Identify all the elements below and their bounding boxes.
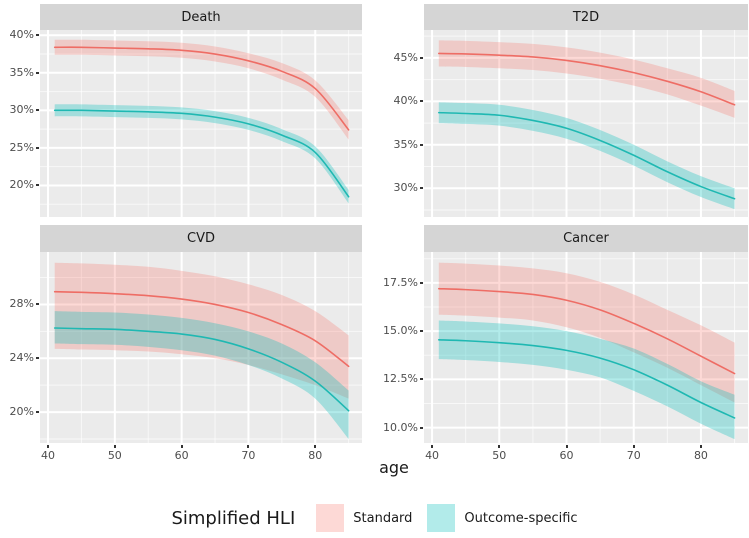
y-tick-label: 35%: [9, 65, 34, 79]
x-tick-label: 70: [241, 449, 256, 462]
x-tick-mark: [47, 445, 50, 448]
y-tick-mark: [420, 330, 423, 333]
facet-strip-cvd: CVD: [40, 225, 362, 252]
x-tick-label: 50: [107, 449, 122, 462]
y-tick-label: 35%: [393, 137, 418, 151]
x-tick-mark: [431, 445, 434, 448]
y-tick-mark: [36, 71, 39, 74]
y-tick-label: 30%: [9, 103, 34, 117]
facet-panel-cvd: [40, 252, 362, 443]
x-tick-mark: [113, 445, 116, 448]
legend-label-outcome-specific: Outcome-specific: [464, 510, 578, 526]
facet-strip-t2d: T2D: [424, 4, 748, 30]
x-tick-label: 60: [559, 449, 574, 462]
facet-title-t2d: T2D: [572, 9, 600, 25]
x-tick-mark: [699, 445, 702, 448]
x-tick-label: 40: [425, 449, 440, 462]
facet-panel-death: [40, 30, 362, 217]
facet-title-cancer: Cancer: [563, 231, 609, 246]
x-tick-mark: [498, 445, 501, 448]
y-tick-label: 40%: [9, 28, 34, 42]
y-tick-mark: [36, 34, 39, 37]
plot-area: [424, 252, 748, 443]
x-tick-mark: [632, 445, 635, 448]
facet-panel-t2d: [424, 30, 748, 217]
facet-strip-death: Death: [40, 4, 362, 30]
y-tick-mark: [36, 357, 39, 360]
x-tick-label: 60: [174, 449, 189, 462]
y-tick-mark: [420, 100, 423, 103]
y-tick-mark: [36, 411, 39, 414]
legend-title: Simplified HLI: [171, 507, 296, 529]
x-tick-label: 80: [308, 449, 323, 462]
y-tick-label: 20%: [9, 178, 34, 192]
legend-swatch-standard: [316, 504, 345, 532]
x-tick-mark: [180, 445, 183, 448]
y-tick-label: 45%: [393, 50, 418, 64]
y-tick-mark: [420, 426, 423, 429]
y-tick-mark: [420, 56, 423, 59]
y-tick-mark: [36, 146, 39, 149]
x-tick-label: 40: [41, 449, 56, 462]
y-tick-label: 17.5%: [383, 275, 418, 289]
y-tick-mark: [420, 143, 423, 146]
y-tick-label: 12.5%: [383, 372, 418, 386]
plot-area: [40, 30, 362, 217]
y-tick-mark: [420, 378, 423, 381]
y-tick-label: 15.0%: [383, 324, 418, 338]
x-axis-title: age: [379, 458, 409, 477]
y-tick-mark: [36, 184, 39, 187]
facet-title-death: Death: [181, 9, 221, 25]
x-tick-mark: [565, 445, 568, 448]
facet-strip-cancer: Cancer: [424, 225, 748, 252]
legend: Simplified HLI Standard Outcome-specific: [0, 499, 749, 537]
facet-title-cvd: CVD: [187, 231, 215, 246]
y-tick-label: 30%: [393, 181, 418, 195]
y-tick-label: 28%: [9, 297, 34, 311]
legend-entry-standard: Standard: [316, 504, 412, 532]
y-tick-label: 25%: [9, 140, 34, 154]
legend-swatch-outcome-specific: [427, 504, 456, 532]
x-tick-label: 50: [492, 449, 507, 462]
y-tick-mark: [36, 109, 39, 112]
y-tick-label: 20%: [9, 405, 34, 419]
y-tick-mark: [420, 281, 423, 284]
x-tick-mark: [247, 445, 250, 448]
plot-area: [40, 252, 362, 443]
x-tick-label: 80: [693, 449, 708, 462]
y-tick-mark: [36, 303, 39, 306]
y-tick-label: 10.0%: [383, 420, 418, 434]
facet-panel-cancer: [424, 252, 748, 443]
plot-area: [424, 30, 748, 217]
legend-entry-outcome-specific: Outcome-specific: [427, 504, 578, 532]
x-tick-label: 70: [626, 449, 641, 462]
y-tick-label: 40%: [393, 94, 418, 108]
x-tick-mark: [314, 445, 317, 448]
y-tick-mark: [420, 187, 423, 190]
legend-label-standard: Standard: [353, 510, 413, 526]
y-tick-label: 24%: [9, 351, 34, 365]
